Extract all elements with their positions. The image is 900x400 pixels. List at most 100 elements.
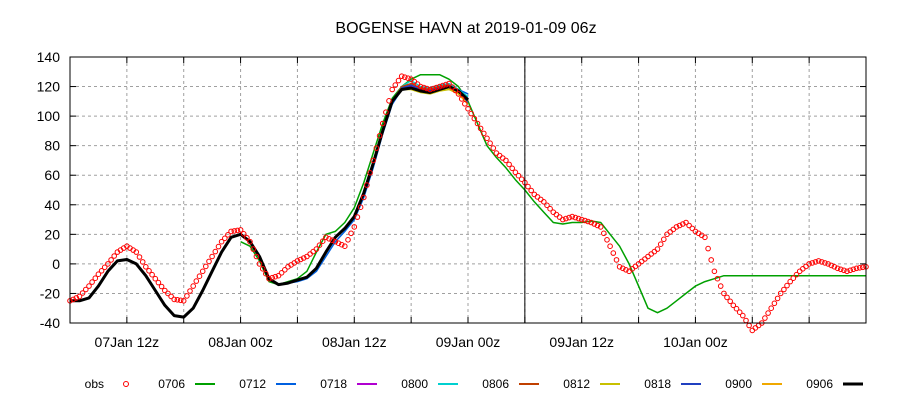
obs-point	[512, 169, 519, 176]
obs-point	[203, 263, 209, 270]
obs-point	[300, 255, 307, 261]
obs-point	[212, 248, 219, 255]
obs-point	[171, 296, 177, 303]
obs-point	[427, 86, 433, 93]
obs-point	[487, 140, 493, 146]
obs-point	[218, 238, 225, 245]
obs-point	[335, 240, 342, 246]
y-axis: -40 -20 0 20 40 60 80 100 120 140	[37, 49, 866, 331]
obs-point	[740, 312, 746, 319]
obs-point	[604, 237, 610, 243]
y-tick-label: 60	[44, 167, 60, 183]
obs-point	[550, 209, 557, 215]
obs-point	[206, 258, 212, 265]
obs-point	[819, 259, 825, 265]
obs-point	[351, 224, 358, 230]
obs-point	[477, 125, 484, 132]
obs-point	[547, 205, 553, 212]
obs-point	[83, 286, 89, 293]
obs-point	[449, 84, 456, 90]
obs-point	[209, 253, 215, 260]
obs-point	[657, 241, 664, 247]
y-tick-label: 100	[37, 108, 61, 124]
legend-item-0706: 0706	[158, 377, 215, 391]
obs-point	[455, 91, 462, 97]
obs-point	[528, 187, 535, 194]
obs-point	[152, 275, 159, 282]
obs-point	[705, 245, 711, 252]
obs-point	[73, 295, 80, 301]
obs-point	[499, 155, 506, 161]
obs-point	[266, 275, 272, 282]
obs-point	[525, 183, 531, 190]
obs-point	[651, 248, 658, 255]
obs-point	[433, 84, 440, 91]
obs-point	[86, 283, 92, 289]
obs-point	[259, 266, 266, 272]
obs-point	[76, 293, 83, 300]
legend-item-0712: 0712	[239, 377, 296, 391]
obs-point	[342, 243, 348, 249]
obs-point	[253, 253, 260, 260]
obs-point	[506, 161, 512, 168]
plot-frame	[69, 56, 867, 324]
obs-point	[256, 261, 263, 267]
y-tick-label: 80	[44, 138, 60, 154]
obs-point	[136, 254, 143, 260]
obs-point	[711, 268, 718, 275]
y-tick-label: 20	[44, 226, 60, 242]
y-tick-label: -20	[40, 285, 60, 301]
obs-point	[815, 258, 822, 264]
obs-point	[518, 176, 525, 182]
obs-point	[588, 219, 595, 226]
obs-point	[89, 279, 95, 285]
series-group	[67, 73, 869, 334]
obs-point	[92, 275, 99, 282]
obs-point	[354, 214, 361, 220]
obs-point	[174, 297, 181, 303]
obs-point	[844, 268, 850, 275]
obs-point	[101, 264, 108, 271]
legend-item-obs: obs	[85, 377, 129, 391]
obs-point	[623, 267, 629, 273]
obs-point	[708, 257, 715, 263]
chart-title: BOGENSE HAVN at 2019-01-09 06z	[335, 20, 596, 37]
obs-point	[582, 217, 588, 224]
obs-point	[680, 221, 686, 227]
obs-point	[446, 80, 452, 87]
obs-point	[222, 235, 228, 242]
obs-point	[493, 150, 500, 156]
obs-point	[275, 272, 282, 279]
obs-point	[481, 130, 487, 137]
obs-point	[250, 246, 256, 252]
legend: obs 0706 0712 0718 0800 0806 0812 0818 0900 0906	[85, 377, 863, 391]
obs-point	[575, 215, 582, 222]
obs-point	[162, 287, 168, 294]
obs-point	[793, 271, 800, 278]
obs-point	[395, 77, 402, 84]
obs-point	[563, 215, 569, 222]
obs-point	[578, 216, 585, 223]
legend-label: 0806	[482, 377, 509, 391]
obs-point	[721, 290, 727, 297]
obs-point	[841, 267, 847, 274]
legend-label: 0712	[239, 377, 266, 391]
obs-point	[269, 274, 276, 281]
obs-point	[474, 120, 481, 127]
obs-point	[834, 265, 841, 272]
obs-point	[781, 286, 787, 293]
obs-point	[515, 172, 522, 179]
obs-point	[541, 199, 547, 205]
obs-point	[812, 259, 819, 265]
y-tick-label: 120	[37, 79, 61, 95]
obs-point	[228, 228, 234, 235]
obs-point	[762, 315, 768, 321]
obs-point	[143, 264, 149, 270]
obs-point	[282, 267, 288, 273]
legend-label: 0900	[725, 377, 752, 391]
legend-label: 0906	[806, 377, 833, 391]
obs-point	[367, 170, 373, 176]
y-tick-label: 140	[37, 49, 61, 65]
obs-point	[601, 230, 607, 237]
obs-point	[850, 266, 857, 273]
